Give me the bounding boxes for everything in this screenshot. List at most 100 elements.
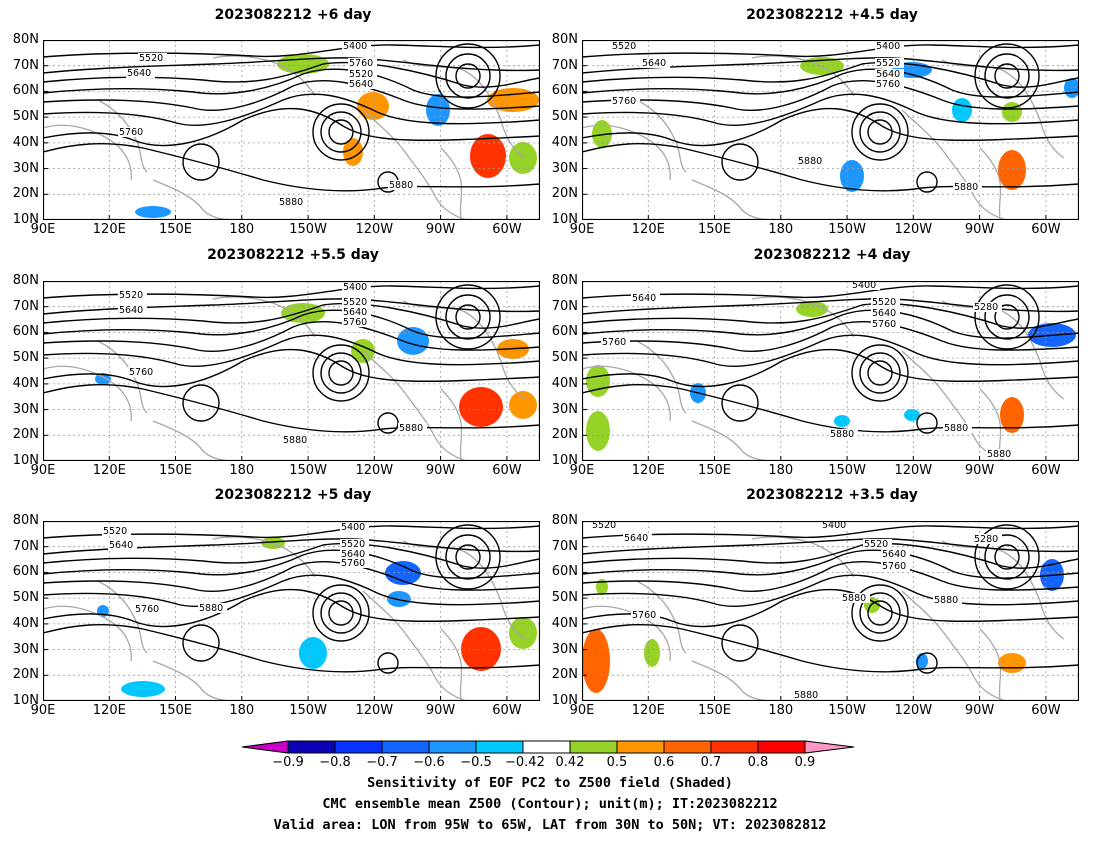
- z500-closed-contour: [182, 384, 220, 422]
- contour-label: 5880: [830, 429, 854, 440]
- panel-title-1: 2023082212 +6 day: [214, 7, 372, 23]
- shaded-region: [509, 391, 537, 419]
- z500-closed-contour: [455, 304, 481, 330]
- z500-closed-contour: [994, 304, 1020, 330]
- z500-closed-contour: [851, 103, 909, 161]
- longitude-label: 180: [768, 463, 794, 478]
- coastline: [440, 628, 463, 700]
- z500-contour: [582, 107, 1079, 147]
- z500-closed-contour: [851, 584, 909, 642]
- contour-label: 5760: [349, 58, 373, 69]
- z500-contour: [582, 321, 1079, 353]
- longitude-label: 60W: [492, 222, 522, 237]
- contour-label: 5520: [349, 69, 373, 80]
- z500-contour: [43, 57, 540, 74]
- contour-label: 5760: [612, 96, 636, 107]
- colorbar-label-3: −0.7: [366, 755, 398, 770]
- latitude-label: 60N: [551, 83, 578, 99]
- z500-contour: [43, 383, 540, 433]
- coastline: [362, 350, 468, 461]
- z500-contour: [43, 142, 540, 192]
- shaded-region: [459, 387, 503, 427]
- contour-label: 5880: [934, 595, 958, 606]
- contour-label: 5400: [343, 282, 367, 293]
- z500-closed-contour: [859, 352, 901, 394]
- shaded-region: [461, 627, 501, 671]
- contour-label: 5400: [876, 41, 900, 52]
- colorbar-label-11: 0.8: [747, 755, 769, 770]
- colorbar-high-triangle: [804, 740, 855, 754]
- coastline: [43, 605, 132, 662]
- colorbar-label-8: 0.5: [606, 755, 628, 770]
- longitude-label: 180: [229, 703, 255, 718]
- coastline: [941, 540, 1065, 640]
- coastline: [440, 147, 463, 219]
- colorbar-label-7: 0.42: [555, 755, 585, 770]
- coastline: [212, 55, 316, 97]
- latitude-label: 80N: [12, 32, 39, 47]
- coastline: [362, 109, 468, 220]
- z500-closed-contour: [916, 412, 938, 434]
- longitude-label: 60W: [492, 703, 522, 718]
- shaded-region: [796, 301, 828, 317]
- contour-label: 5520: [103, 526, 127, 537]
- panel-title-2: 2023082212 +4.5 day: [746, 7, 918, 23]
- longitude-label: 150W: [289, 463, 327, 478]
- z500-contours: [582, 524, 1079, 674]
- longitude-label: 180: [229, 463, 255, 478]
- colorbar-label-6: −0.42: [505, 755, 545, 770]
- longitude-label: 180: [229, 222, 255, 237]
- z500-contour: [43, 542, 540, 569]
- contour-label: 5880: [954, 182, 978, 193]
- shaded-region: [1000, 397, 1024, 433]
- longitude-label: 150E: [158, 463, 193, 478]
- colorbar-box-11: [757, 740, 806, 754]
- map-frame: [582, 281, 1079, 461]
- colorbar-label-10: 0.7: [700, 755, 722, 770]
- latitude-label: 10N: [12, 453, 39, 468]
- longitude-label: 120W: [355, 222, 394, 237]
- z500-closed-contour: [435, 284, 501, 350]
- colorbar-label-9: 0.6: [653, 755, 675, 770]
- longitude-label: 120W: [355, 703, 394, 718]
- contour-label: 5880: [944, 423, 968, 434]
- tick-marks: [582, 281, 1047, 461]
- coastline: [979, 628, 1002, 700]
- contour-label: 5520: [872, 297, 896, 308]
- contour-label: 5760: [341, 558, 365, 569]
- contour-label: 5760: [632, 610, 656, 621]
- z500-closed-contour: [974, 524, 1040, 590]
- longitude-label: 150W: [828, 463, 866, 478]
- colorbar-low-triangle: [241, 740, 289, 754]
- caption-line-2: CMC ensemble mean Z500 (Contour); unit(m…: [322, 796, 778, 812]
- z500-closed-contour: [867, 119, 893, 145]
- longitude-label: 120E: [92, 703, 126, 718]
- contour-label: 5400: [852, 281, 876, 291]
- latitude-label: 80N: [12, 273, 39, 288]
- z500-closed-contour: [328, 119, 354, 145]
- tick-marks: [43, 281, 508, 461]
- longitude-label: 150W: [289, 222, 327, 237]
- contour-label: 5880: [389, 180, 413, 191]
- coastlines: [43, 536, 526, 701]
- latitude-label: 60N: [551, 564, 578, 580]
- longitude-label: 90E: [569, 222, 595, 237]
- z500-contour: [43, 348, 540, 388]
- contour-label: 5520: [139, 53, 163, 64]
- latitude-label: 30N: [551, 641, 578, 657]
- coastline: [751, 55, 855, 97]
- latitude-label: 70N: [551, 57, 578, 73]
- latitude-label: 30N: [12, 641, 39, 657]
- latitude-label: 40N: [12, 134, 39, 150]
- latitude-label: 30N: [12, 401, 39, 417]
- latitude-label: 10N: [551, 212, 578, 227]
- longitude-label: 180: [768, 703, 794, 718]
- contour-label: 5640: [872, 308, 896, 319]
- z500-contour: [582, 44, 1079, 58]
- latitude-label: 50N: [12, 350, 39, 366]
